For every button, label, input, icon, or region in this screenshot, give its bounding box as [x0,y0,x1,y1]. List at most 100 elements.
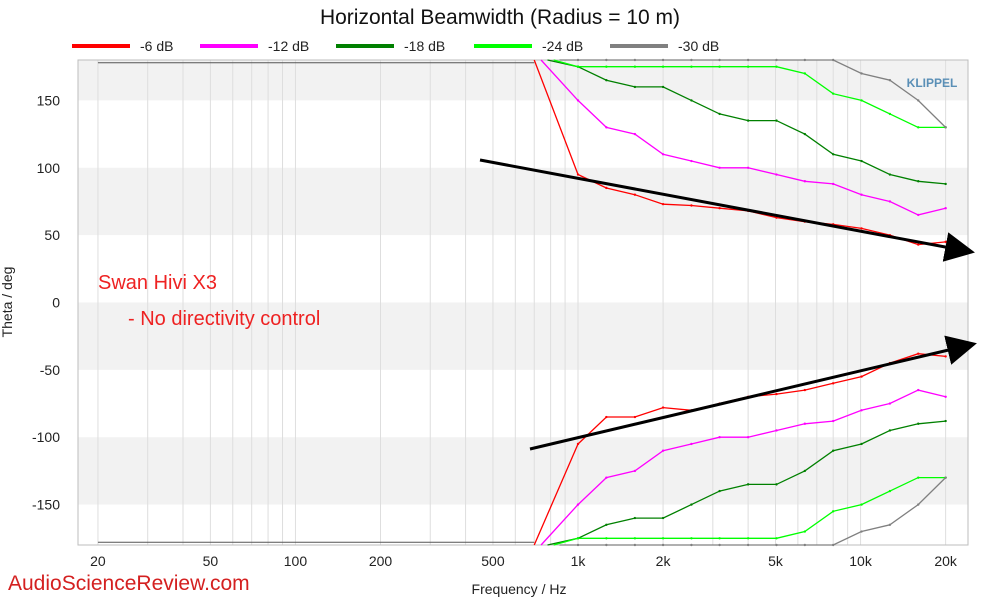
grid-band-0 [78,60,968,101]
series-2-upper-point-11 [888,173,892,176]
series-4-upper-point-0 [576,58,580,62]
series-4-lower-point-4 [690,543,693,547]
x-tick-100: 100 [284,553,308,569]
series-4-lower-point-2 [633,543,637,547]
series-1-lower [577,389,946,506]
series-2-lower-point-5 [718,489,721,493]
series-3-upper-point-0 [576,65,580,68]
annotation-1: - No directivity control [128,308,320,330]
legend: -6 dB -12 dB -18 dB -24 dB -30 dB [72,38,719,54]
series-2-upper-point-4 [690,99,693,102]
series-3-upper-point-7 [775,65,778,68]
series-2-upper-point-1 [605,79,608,82]
series-1-upper-point-5 [718,166,721,169]
series-2-upper-point-6 [746,119,750,122]
series-0-upper-entry [533,59,579,175]
series-4-lower-point-1 [605,543,608,547]
series-3-lower-point-6 [746,537,750,540]
series-3-lower-point-10 [860,503,863,506]
series-2-lower-point-13 [944,419,947,423]
series-2-upper-point-12 [917,180,920,183]
series-0-upper-point-10 [860,227,863,230]
series-3-lower-point-11 [888,489,892,493]
series-1-lower-entry [540,504,579,546]
series-3-lower-point-5 [718,537,721,540]
series-1-lower-point-8 [803,422,807,425]
series-1-upper [577,99,946,216]
trend-arrows [479,158,977,451]
series-4-upper-point-7 [775,58,778,62]
grid [77,59,969,546]
series-4-upper-point-4 [690,58,693,62]
series-2-lower-point-11 [888,429,892,432]
klippel-logo: KLIPPEL [907,76,958,90]
series-3-lower-point-3 [661,537,665,540]
y-tick--50: -50 [40,362,60,378]
series-4-lower-point-9 [831,543,835,547]
x-tick-200: 200 [369,553,393,569]
series-3-lower-point-0 [576,537,580,540]
series-group [533,58,947,547]
grid-band-3 [78,437,968,505]
lower-trend-arrow [529,335,977,451]
series-4-upper-point-12 [917,99,920,102]
x-tick-5k: 5k [768,553,784,569]
series-4-upper-point-2 [633,58,637,62]
series-2-lower-point-1 [605,523,608,526]
series-4-lower [578,477,947,546]
series-3-lower-entry [553,537,579,546]
annotations: Swan Hivi X3 - No directivity control [98,272,320,330]
series-0-lower-point-2 [633,415,637,419]
series-2-upper-point-7 [775,119,778,122]
series-4-upper-point-3 [661,58,665,62]
series-1-upper-point-4 [690,159,693,163]
series-3-lower-point-12 [917,476,920,479]
series-2-lower-point-3 [661,516,665,520]
series-3-upper-point-9 [831,92,835,95]
series-3-lower-point-7 [775,537,778,540]
series-3-lower-point-2 [633,537,637,540]
series-2-upper-point-3 [661,85,665,89]
series-3-upper-point-3 [661,65,665,68]
series-2-lower [577,420,946,539]
legend-label-0: -6 dB [140,38,173,54]
series-1-lower-point-6 [746,436,750,439]
series-1-upper-point-12 [917,213,920,217]
series-0-upper-point-1 [605,186,608,190]
x-tick-500: 500 [481,553,505,569]
series-2-upper-point-13 [944,182,947,186]
series-3-upper-point-2 [633,65,637,68]
y-tick--150: -150 [32,497,60,513]
legend-label-1: -12 dB [268,38,309,54]
series-4-upper-point-9 [831,58,835,62]
series-3-upper-point-8 [803,72,807,75]
series-1-upper-point-1 [605,126,608,129]
series-3-upper-point-1 [605,65,608,68]
series-0-upper-point-0 [576,173,580,176]
annotation-0: Swan Hivi X3 [98,272,217,294]
series-3-lower-point-1 [605,537,608,540]
x-tick-50: 50 [203,553,219,569]
series-1-upper-point-3 [661,153,665,156]
chart-title: Horizontal Beamwidth (Radius = 10 m) [320,6,680,29]
series-1-lower-point-3 [661,449,665,452]
series-2-lower-point-10 [860,442,863,446]
series-2-upper-point-5 [718,112,721,116]
series-2-lower-point-12 [917,422,920,425]
series-4-upper-point-10 [860,72,863,75]
series-1-lower-point-7 [775,429,778,432]
series-1-upper-point-8 [803,180,807,183]
series-1-upper-point-13 [944,206,947,210]
series-0-lower-point-0 [576,442,580,446]
series-0-lower-point-3 [661,406,665,409]
series-0-upper-point-4 [690,204,693,207]
grid-band-2 [78,302,968,370]
series-1-upper-point-11 [888,200,892,203]
series-1-upper-entry [540,59,579,101]
series-1-upper-point-10 [860,193,863,196]
series-0-lower-point-8 [803,388,807,392]
series-3-lower [578,476,946,539]
series-4-lower-point-8 [803,543,807,547]
plot-frame [77,59,969,546]
legend-label-2: -18 dB [404,38,445,54]
